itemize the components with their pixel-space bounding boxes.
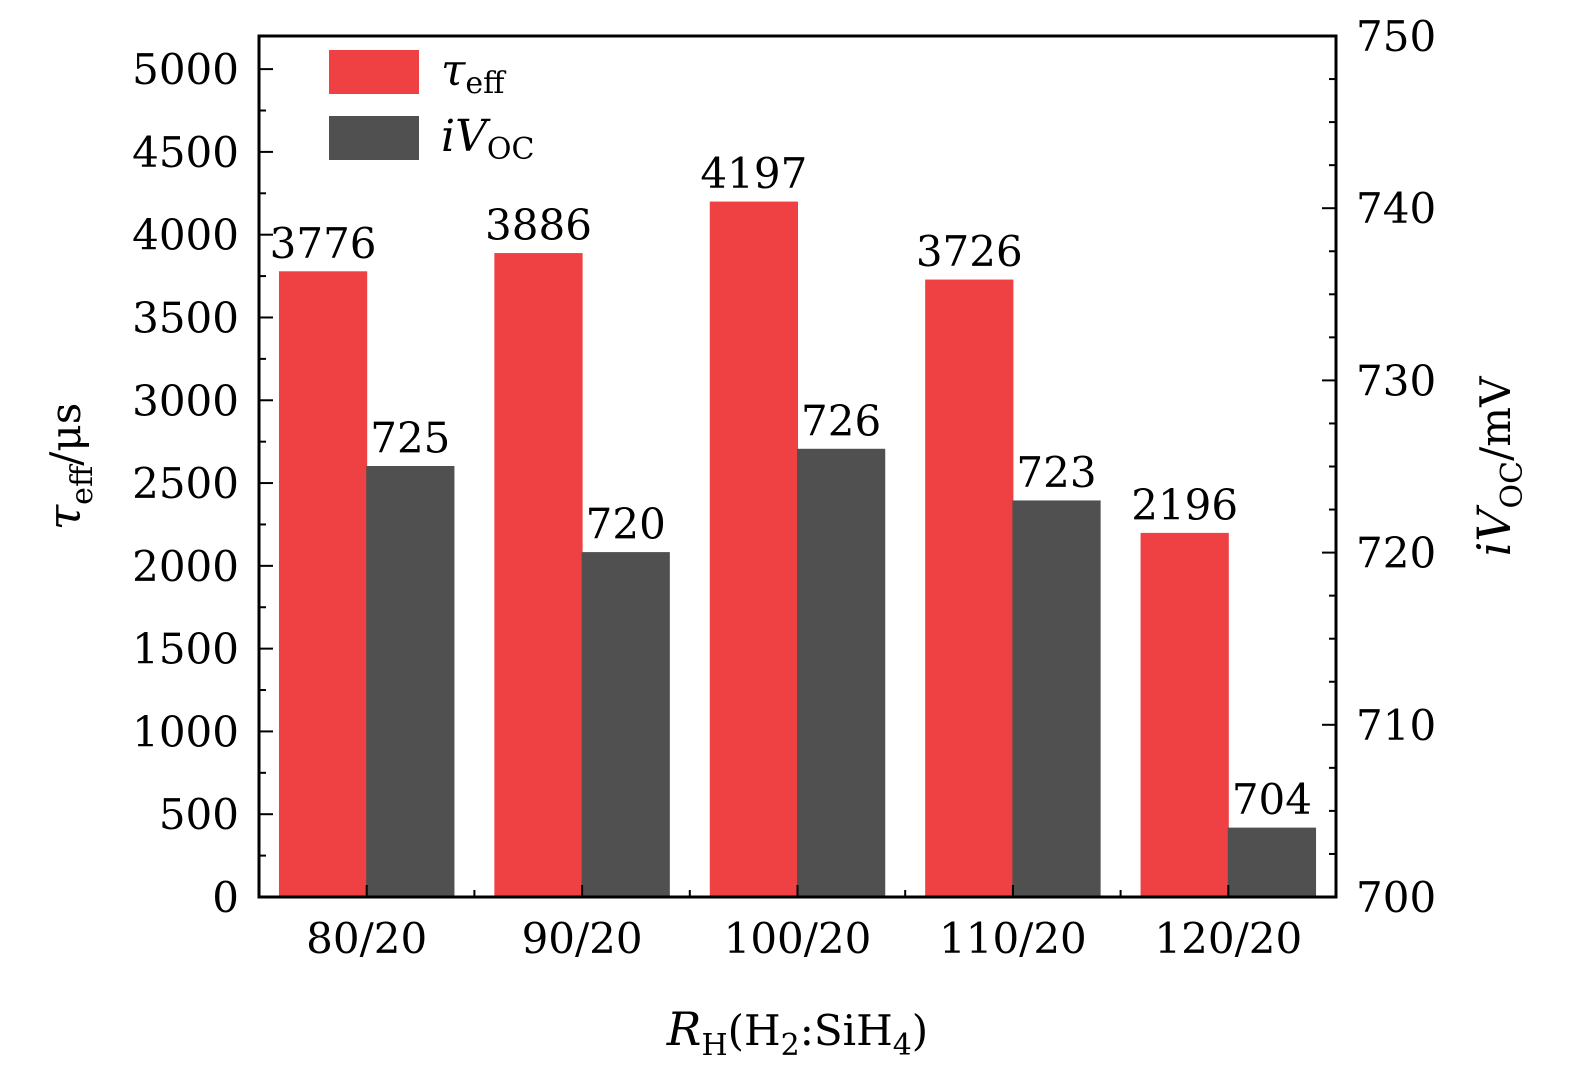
data-label-ivoc-3: 723 [1016, 448, 1096, 497]
data-label-tau-eff-4: 2196 [1131, 480, 1238, 529]
legend-swatch-ivoc [329, 116, 419, 160]
y-left-tick-label-0: 0 [212, 873, 239, 922]
data-label-ivoc-2: 726 [801, 396, 881, 445]
data-label-tau-eff-0: 3776 [270, 219, 377, 268]
data-label-tau-eff-1: 3886 [485, 201, 592, 250]
legend-swatch-tau-eff [329, 50, 419, 94]
legend-label-ivoc: iVOC [441, 111, 534, 167]
y-right-tick-label-4: 740 [1356, 184, 1436, 233]
data-label-ivoc-1: 720 [586, 500, 666, 549]
bar-tau-eff-2 [709, 201, 798, 898]
y-right-tick-label-2: 720 [1356, 529, 1436, 578]
y-left-tick-label-4: 2000 [132, 542, 239, 591]
y-left-tick-label-1: 500 [159, 790, 239, 839]
x-tick-label-2: 100/20 [724, 914, 872, 963]
y-left-tick-label-3: 1500 [132, 625, 239, 674]
ticks-group [259, 35, 1336, 898]
y-right-tick-label-1: 710 [1356, 701, 1436, 750]
x-tick-label-4: 120/20 [1154, 914, 1302, 963]
data-labels-group: 3776 725 3886 720 4197 726 3726 723 2196 704 [270, 149, 1312, 824]
bar-ivoc-2 [797, 448, 886, 898]
y-axis-right-title: iVOC/mV [1467, 376, 1530, 556]
data-label-tau-eff-3: 3726 [916, 227, 1023, 276]
data-label-ivoc-0: 725 [370, 414, 450, 463]
tick-labels-group: 80/20 90/20 100/20 110/20 120/20 0 500 1000 1500… [132, 12, 1436, 963]
legend-label-tau-eff: τeff [441, 45, 507, 101]
y-left-tick-label-2: 1000 [132, 707, 239, 756]
x-axis-title: RH(H2:SiH4) [666, 1002, 928, 1063]
y-left-tick-label-9: 4500 [132, 128, 239, 177]
bar-tau-eff-0 [278, 271, 368, 898]
bar-tau-eff-4 [1140, 532, 1229, 898]
legend: τeff iVOC [329, 45, 534, 167]
y-left-tick-label-7: 3500 [132, 293, 239, 342]
x-tick-label-3: 110/20 [939, 914, 1087, 963]
y-right-tick-label-0: 700 [1356, 873, 1436, 922]
bar-ivoc-4 [1227, 827, 1317, 898]
bar-ivoc-0 [366, 466, 455, 898]
y-left-tick-label-8: 4000 [132, 211, 239, 260]
bars-group [278, 201, 1317, 898]
bar-ivoc-3 [1012, 500, 1101, 898]
y-left-tick-label-6: 3000 [132, 376, 239, 425]
x-tick-label-1: 90/20 [522, 914, 643, 963]
y-left-tick-label-5: 2500 [132, 459, 239, 508]
y-right-tick-label-3: 730 [1356, 356, 1436, 405]
y-left-tick-label-10: 5000 [132, 45, 239, 94]
bar-ivoc-1 [581, 552, 670, 898]
data-label-tau-eff-2: 4197 [700, 149, 807, 198]
bar-tau-eff-1 [494, 253, 583, 898]
x-tick-label-0: 80/20 [306, 914, 427, 963]
bar-tau-eff-3 [925, 279, 1014, 898]
y-axis-left-title: τeff/μs [37, 403, 100, 531]
data-label-ivoc-4: 704 [1232, 775, 1312, 824]
y-right-tick-label-5: 750 [1356, 12, 1436, 61]
